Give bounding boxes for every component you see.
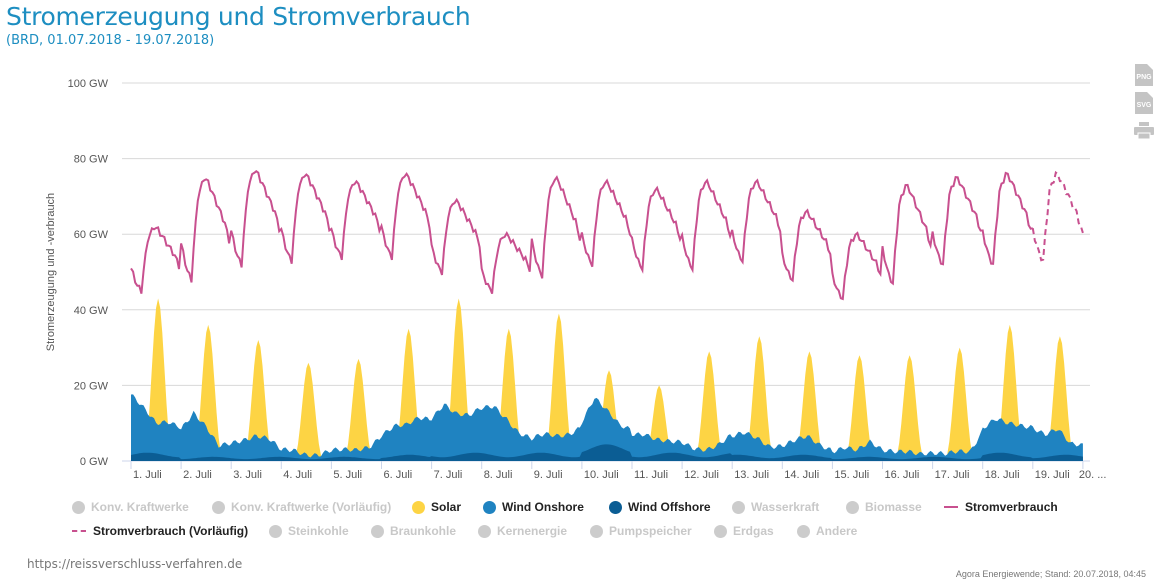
- chart-title: Stromerzeugung und Stromverbrauch: [6, 2, 471, 31]
- legend-item-pumpspeicher[interactable]: Pumpspeicher: [590, 524, 692, 538]
- legend-item-solar[interactable]: Solar: [412, 500, 461, 514]
- legend-label: Konv. Kraftwerke: [91, 500, 189, 514]
- circle-symbol-icon: [212, 500, 225, 514]
- credit-text: Agora Energiewende; Stand: 20.07.2018, 0…: [955, 569, 1146, 579]
- circle-symbol-icon: [371, 524, 384, 538]
- png-file-icon: PNG: [1135, 64, 1153, 86]
- legend-label: Stromverbrauch (Vorläufig): [93, 524, 249, 538]
- circle-symbol-icon: [590, 524, 603, 538]
- y-tick-label: 100 GW: [68, 78, 109, 90]
- legend-label: Kernenergie: [497, 524, 568, 538]
- legend-label: Stromverbrauch: [965, 500, 1058, 514]
- svg-text:PNG: PNG: [1136, 74, 1152, 81]
- line-symbol-icon: [944, 506, 958, 508]
- legend-item-kernenergie[interactable]: Kernenergie: [478, 524, 567, 538]
- circle-symbol-icon: [714, 524, 727, 538]
- circle-symbol-icon: [797, 524, 810, 538]
- legend-item-wind-onshore[interactable]: Wind Onshore: [483, 500, 584, 514]
- y-tick-label: 20 GW: [74, 380, 109, 392]
- legend-item-konv-kraftwerke[interactable]: Konv. Kraftwerke: [72, 500, 189, 514]
- x-tick-label: 6. Juli: [384, 469, 413, 481]
- x-tick-label: 4. Juli: [283, 469, 312, 481]
- x-tick-label: 8. Juli: [484, 469, 513, 481]
- legend-item-wind-offshore[interactable]: Wind Offshore: [609, 500, 711, 514]
- print-button[interactable]: [1133, 122, 1154, 142]
- svg-file-icon: SVG: [1135, 92, 1153, 114]
- legend-item-stromverbrauch[interactable]: Stromverbrauch: [944, 500, 1058, 514]
- x-tick-label: 12. Juli: [684, 469, 719, 481]
- legend-item-braunkohle[interactable]: Braunkohle: [371, 524, 456, 538]
- x-tick-label: 9. Juli: [534, 469, 563, 481]
- legend-label: Pumpspeicher: [609, 524, 692, 538]
- x-tick-label: 13. Juli: [734, 469, 769, 481]
- y-tick-label: 80 GW: [74, 154, 109, 166]
- y-tick-label: 40 GW: [74, 305, 109, 317]
- x-tick-label: 3. Juli: [233, 469, 262, 481]
- source-url: https://reissverschluss-verfahren.de: [27, 557, 243, 571]
- legend-label: Braunkohle: [390, 524, 457, 538]
- legend-label: Wind Onshore: [502, 500, 584, 514]
- x-tick-label: 14. Juli: [784, 469, 819, 481]
- legend-item-andere[interactable]: Andere: [797, 524, 857, 538]
- circle-symbol-icon: [269, 524, 282, 538]
- line-symbol-icon: [72, 530, 86, 532]
- download-png-button[interactable]: PNG: [1133, 64, 1153, 86]
- x-tick-label: 17. Juli: [935, 469, 970, 481]
- legend-item-biomasse[interactable]: Biomasse: [846, 500, 922, 514]
- circle-symbol-icon: [412, 500, 425, 514]
- solar-area: [131, 298, 1083, 461]
- legend-label: Wasserkraft: [751, 500, 820, 514]
- circle-symbol-icon: [72, 500, 85, 514]
- legend-item-erdgas[interactable]: Erdgas: [714, 524, 774, 538]
- legend-label: Konv. Kraftwerke (Vorläufig): [231, 500, 392, 514]
- legend-item-konv-kraftwerke-vorläufig[interactable]: Konv. Kraftwerke (Vorläufig): [212, 500, 391, 514]
- x-tick-label: 11. Juli: [634, 469, 668, 481]
- x-tick-label: 16. Juli: [885, 469, 920, 481]
- wind-offshore-area: [131, 444, 1083, 461]
- wind-onshore-area: [131, 394, 1083, 461]
- svg-text:SVG: SVG: [1137, 102, 1152, 109]
- x-tick-label: 1. Juli: [133, 469, 162, 481]
- circle-symbol-icon: [609, 500, 622, 514]
- circle-symbol-icon: [483, 500, 496, 514]
- legend-label: Wind Offshore: [628, 500, 711, 514]
- x-tick-label: 19. Juli: [1035, 469, 1070, 481]
- x-tick-label: 15. Juli: [834, 469, 869, 481]
- x-tick-label: 18. Juli: [985, 469, 1020, 481]
- y-tick-label: 0 GW: [80, 456, 109, 468]
- legend-label: Biomasse: [865, 500, 922, 514]
- legend-item-steinkohle[interactable]: Steinkohle: [269, 524, 349, 538]
- consumption-preliminary-line: [1031, 170, 1084, 262]
- x-tick-label: 20. ...: [1079, 469, 1107, 481]
- download-svg-button[interactable]: SVG: [1133, 92, 1153, 114]
- circle-symbol-icon: [478, 524, 491, 538]
- circle-symbol-icon: [732, 500, 745, 514]
- circle-symbol-icon: [846, 500, 859, 514]
- x-tick-label: 2. Juli: [183, 469, 212, 481]
- x-tick-label: 10. Juli: [584, 469, 619, 481]
- y-tick-label: 60 GW: [74, 229, 109, 241]
- x-tick-label: 7. Juli: [434, 469, 463, 481]
- legend-label: Solar: [431, 500, 462, 514]
- printer-icon: [1134, 122, 1154, 140]
- consumption-line: [130, 170, 1034, 301]
- legend-item-stromverbrauch-vorläufig[interactable]: Stromverbrauch (Vorläufig): [72, 524, 248, 538]
- chart-subtitle: (BRD, 01.07.2018 - 19.07.2018): [6, 33, 215, 48]
- legend-item-wasserkraft[interactable]: Wasserkraft: [732, 500, 819, 514]
- y-axis-title: Stromerzeugung und -verbrauch: [45, 193, 57, 351]
- legend-label: Erdgas: [733, 524, 774, 538]
- legend-label: Steinkohle: [288, 524, 349, 538]
- chart-area: 0 GW 20 GW 40 GW 60 GW 80 GW 100 GW 1. Juli 2.…: [45, 78, 1107, 481]
- x-tick-label: 5. Juli: [333, 469, 362, 481]
- legend-label: Andere: [816, 524, 858, 538]
